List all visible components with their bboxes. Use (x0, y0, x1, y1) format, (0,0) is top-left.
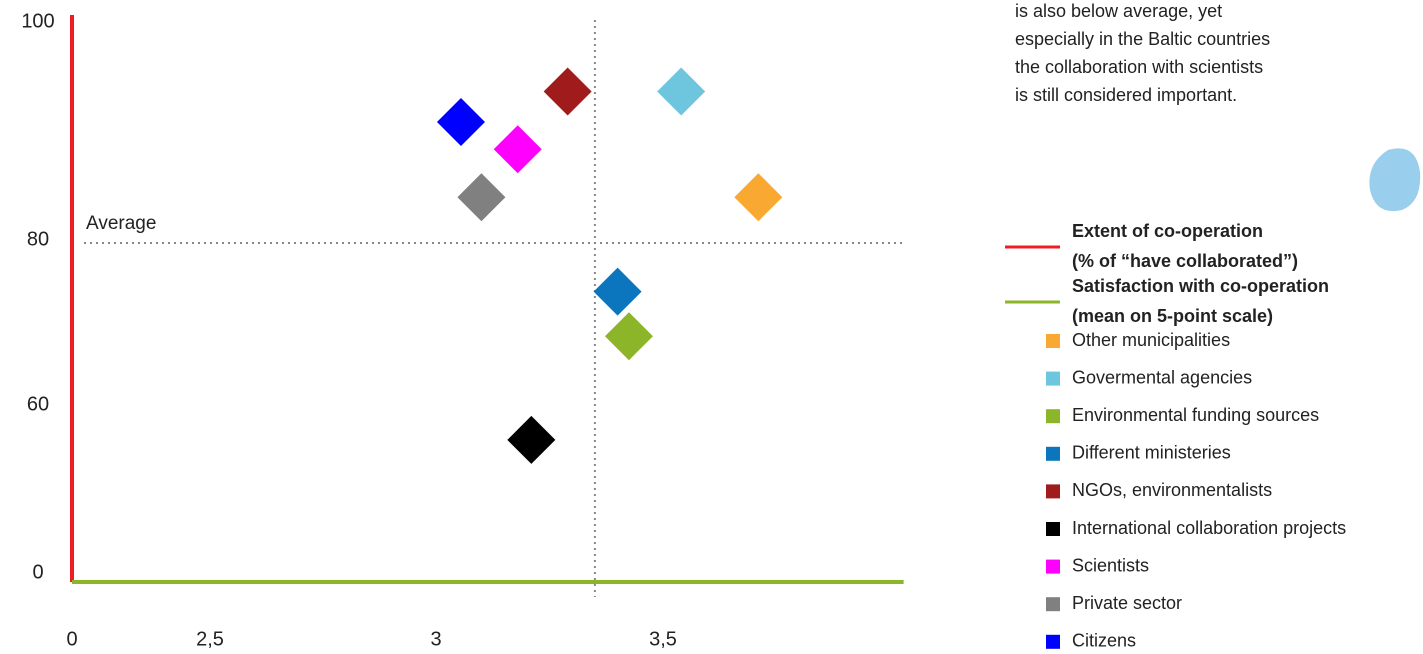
y-tick-label: 80 (27, 228, 49, 250)
legend-swatch (1046, 446, 1060, 461)
axis-legend-text: Extent of co-operation (1072, 221, 1263, 241)
legend-swatch (1046, 484, 1060, 499)
data-point (657, 67, 706, 116)
axis-legend-text: (% of “have collaborated”) (1072, 251, 1298, 271)
data-point (543, 67, 592, 116)
legend-swatch (1046, 634, 1060, 649)
axis-legend-text: (mean on 5-point scale) (1072, 306, 1273, 326)
y-tick-label: 0 (32, 561, 43, 583)
legend-swatch (1046, 334, 1060, 348)
water-drop-icon (1369, 148, 1421, 212)
legend-swatch (1046, 522, 1060, 536)
legend-label: Citizens (1072, 631, 1136, 651)
data-point (734, 173, 783, 222)
y-tick-label: 60 (27, 393, 49, 415)
average-label: Average (86, 213, 156, 234)
legend-label: Scientists (1072, 555, 1149, 575)
axis-legend-text: Satisfaction with co-operation (1072, 276, 1329, 296)
legend-label: Environmental funding sources (1072, 405, 1319, 425)
legend-swatch (1046, 409, 1060, 424)
legend-label: NGOs, environmentalists (1072, 480, 1272, 500)
legend-label: Private sector (1072, 593, 1182, 613)
y-tick-label: 100 (21, 10, 54, 32)
legend-swatch (1046, 597, 1060, 612)
data-point (604, 312, 653, 361)
annotation-text: is still considered important. (1015, 85, 1237, 105)
data-point (507, 415, 556, 464)
x-tick-label: 3 (430, 628, 441, 650)
data-point (436, 98, 485, 147)
annotation-text: especially in the Baltic countries (1015, 29, 1270, 49)
data-point (457, 173, 506, 222)
annotation-text: is also below average, yet (1015, 1, 1222, 21)
legend-label: Other municipalities (1072, 330, 1230, 350)
legend-swatch (1046, 371, 1060, 386)
data-point (493, 125, 542, 174)
x-tick-label: 0 (66, 628, 77, 650)
x-tick-label: 3,5 (649, 628, 677, 650)
x-tick-label: 2,5 (196, 628, 224, 650)
legend-swatch (1046, 559, 1060, 574)
data-point (593, 267, 642, 316)
legend-label: Govermental agencies (1072, 367, 1252, 387)
legend-label: International collaboration projects (1072, 518, 1346, 538)
legend-label: Different ministeries (1072, 443, 1231, 463)
annotation-text: the collaboration with scientists (1015, 57, 1263, 77)
